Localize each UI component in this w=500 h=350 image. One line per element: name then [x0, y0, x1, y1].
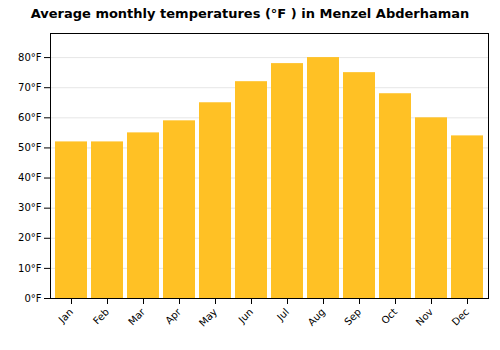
- svg-text:Mar: Mar: [126, 306, 148, 328]
- svg-text:Apr: Apr: [163, 306, 184, 327]
- svg-text:0°F: 0°F: [24, 293, 41, 304]
- svg-text:Aug: Aug: [306, 306, 328, 328]
- svg-text:40°F: 40°F: [18, 172, 42, 183]
- svg-text:May: May: [197, 306, 219, 328]
- svg-text:60°F: 60°F: [18, 112, 42, 123]
- svg-text:Dec: Dec: [450, 306, 471, 327]
- svg-text:20°F: 20°F: [18, 232, 42, 243]
- svg-text:Sep: Sep: [342, 306, 363, 327]
- svg-text:Jul: Jul: [274, 306, 291, 323]
- html-text:Average monthly temperatures (: Average monthly temperatures (°F ) in Me…: [30, 6, 470, 21]
- svg-text:Jan: Jan: [56, 306, 75, 325]
- svg-text:Nov: Nov: [414, 306, 436, 328]
- svg-text:Jun: Jun: [236, 306, 256, 326]
- svg-text:Feb: Feb: [91, 306, 111, 326]
- svg-text:30°F: 30°F: [18, 202, 42, 213]
- svg-text:70°F: 70°F: [18, 82, 42, 93]
- svg-text:50°F: 50°F: [18, 142, 42, 153]
- svg-text:10°F: 10°F: [18, 263, 42, 274]
- svg-text:80°F: 80°F: [18, 52, 42, 63]
- svg-text:Oct: Oct: [379, 306, 399, 326]
